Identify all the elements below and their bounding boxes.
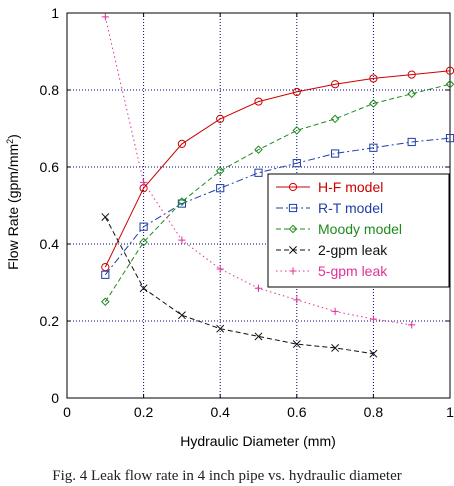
series-1 <box>101 134 454 279</box>
legend-item: 5-gpm leak <box>276 263 388 279</box>
legend: H-F model R-T model Moody model 2-gpm leak 5… <box>267 173 450 288</box>
legend-item: 2-gpm leak <box>276 242 388 258</box>
plot-frame <box>66 12 451 399</box>
data-point <box>101 263 110 272</box>
data-point <box>407 89 417 99</box>
legend-box <box>267 173 450 288</box>
data-point <box>369 99 378 108</box>
y-axis-label: Flow Rate (gpm/mm2) <box>5 134 21 270</box>
series-line <box>104 70 451 268</box>
legend-marker <box>288 224 298 234</box>
data-point <box>101 270 110 279</box>
x-tick-label: 0.4 <box>210 404 230 420</box>
data-point <box>292 159 301 168</box>
x-tick-label: 1 <box>446 404 454 420</box>
y-tick-label: 0.8 <box>40 82 60 98</box>
data-point <box>177 199 187 208</box>
data-point <box>216 184 225 193</box>
data-point <box>254 145 263 154</box>
data-point <box>369 74 378 83</box>
data-point <box>254 168 263 177</box>
series-0 <box>101 66 454 272</box>
data-point <box>177 311 186 320</box>
data-point <box>177 197 187 206</box>
series-line <box>104 83 451 303</box>
legend-label: R-T model <box>318 200 383 216</box>
legend-marker <box>288 182 298 192</box>
data-point <box>331 80 340 89</box>
data-point <box>216 265 224 273</box>
data-point <box>254 332 263 341</box>
x-tick-label: 0.2 <box>134 404 154 420</box>
data-point <box>330 114 340 124</box>
legend-label: Moody model <box>318 221 402 237</box>
data-point <box>407 137 416 147</box>
data-point <box>408 321 416 329</box>
data-point <box>254 284 263 292</box>
y-tick-label: 1 <box>51 5 59 21</box>
data-point <box>369 315 377 323</box>
data-point <box>331 343 340 352</box>
x-tick-label: 0.8 <box>364 404 384 420</box>
data-point <box>331 307 339 315</box>
data-point <box>254 97 263 106</box>
series-line <box>104 216 374 355</box>
data-point <box>101 213 110 222</box>
y-tick-label: 0 <box>51 390 59 406</box>
figure-caption: Fig. 4 Leak flow rate in 4 inch pipe vs.… <box>52 468 402 484</box>
x-axis-label: Hydraulic Diameter (mm) <box>180 433 336 449</box>
legend-item: H-F model <box>276 179 383 195</box>
series-2 <box>100 79 454 307</box>
data-point <box>292 87 301 97</box>
data-point <box>331 149 340 158</box>
data-point <box>292 340 301 349</box>
x-tick-label: 0.6 <box>287 404 307 420</box>
series-3 <box>101 213 378 358</box>
data-point <box>293 296 301 304</box>
data-point <box>139 237 148 247</box>
data-point <box>369 349 378 358</box>
y-tick-label: 0.2 <box>40 313 60 329</box>
axes: 0 0.2 0.4 0.6 0.8 1 0 0.2 0.4 0.6 0.8 1 <box>40 5 454 420</box>
data-point <box>292 126 302 135</box>
series-line <box>104 137 451 276</box>
data-point <box>407 70 416 79</box>
data-point <box>216 324 225 333</box>
data-point <box>139 284 148 293</box>
y-tick-label: 0.6 <box>40 159 60 175</box>
data-point <box>100 297 110 307</box>
legend-marker <box>288 203 298 213</box>
legend-item: R-T model <box>276 200 383 216</box>
legend-label: H-F model <box>318 179 383 195</box>
x-tick-label: 0 <box>63 404 71 420</box>
y-tick-label: 0.4 <box>40 236 60 252</box>
data-point <box>139 222 148 231</box>
data-point <box>215 166 225 176</box>
data-point <box>177 139 186 148</box>
data-point <box>140 178 148 186</box>
data-point <box>216 114 225 123</box>
data-point <box>445 79 454 89</box>
legend-marker <box>289 267 297 275</box>
legend-item: Moody model <box>276 221 402 237</box>
series-4 <box>101 13 416 329</box>
series-layer <box>100 13 454 358</box>
data-point <box>369 143 378 152</box>
legend-label: 5-gpm leak <box>318 263 388 279</box>
legend-marker <box>289 246 297 254</box>
data-point <box>178 236 186 244</box>
data-point <box>101 13 109 21</box>
legend-label: 2-gpm leak <box>318 242 388 258</box>
